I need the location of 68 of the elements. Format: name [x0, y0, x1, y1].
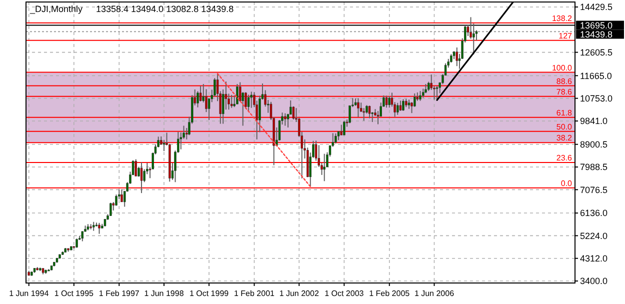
y-tick-label: 14429.5 [580, 2, 613, 12]
candlestick [120, 188, 123, 203]
annotation: 0.0 [560, 178, 573, 188]
annotation: 138.2 [552, 14, 573, 23]
annotation: 78.6 [556, 87, 573, 96]
y-tick-label: 8900.5 [580, 140, 608, 150]
candlestick [334, 132, 337, 144]
annotation: 100.0 [552, 63, 573, 72]
candlestick [419, 90, 422, 102]
x-tick-label: 1 Oct 2003 [324, 289, 364, 298]
candlestick [284, 112, 286, 126]
x-tick-label: 1 Feb 1997 [98, 289, 140, 298]
chart-title: _DJI,Monthly [29, 4, 84, 14]
candlestick [134, 158, 137, 177]
candlestick [199, 85, 202, 102]
x-tick-label: 1 Jun 1994 [9, 289, 50, 298]
y-tick-label: 7988.5 [580, 162, 608, 172]
x-tick-label: 1 Oct 1995 [54, 289, 94, 298]
chart-subtitle: 13358.4 13494.0 13082.8 13439.8 [96, 4, 234, 14]
x-tick-label: 1 Feb 2001 [234, 289, 276, 298]
ref-line-label: 13695.0 [580, 20, 613, 30]
annotation: 50.0 [556, 122, 573, 132]
y-tick-label: 7076.5 [580, 184, 608, 195]
annotation: 38.2 [556, 134, 573, 143]
annotation: 127 [558, 31, 573, 40]
candlestick [388, 95, 390, 108]
candlestick [340, 124, 342, 136]
candlestick [236, 83, 238, 105]
y-tick-label: 9841.0 [580, 116, 608, 126]
candlestick [250, 91, 253, 108]
candlestick [323, 153, 326, 182]
candlestick [81, 230, 84, 242]
candlestick [436, 85, 438, 101]
annotation: 23.6 [556, 153, 573, 162]
x-tick-label: 1 Oct 1999 [189, 289, 230, 298]
candlestick [110, 202, 112, 216]
y-tick-label: 11665.0 [580, 70, 612, 81]
candlestick [247, 94, 250, 112]
candlestick [224, 81, 228, 110]
y-tick-label: 6136.0 [580, 208, 608, 218]
annotation: 88.6 [556, 76, 573, 86]
y-tick-label: 5224.0 [580, 230, 608, 241]
candlestick [385, 95, 388, 108]
candlestick [98, 222, 100, 234]
candlestick [140, 162, 143, 194]
candlestick [396, 102, 399, 116]
y-tick-label: 10753.0 [580, 93, 613, 104]
candlestick [289, 100, 292, 116]
candlestick [424, 83, 427, 94]
candlestick [368, 105, 371, 119]
y-tick-label: 4312.0 [580, 254, 608, 264]
candlestick [408, 99, 410, 110]
x-tick-label: 1 Jun 1998 [144, 289, 184, 298]
y-tick-label: 12605.5 [580, 47, 613, 58]
candlestick [399, 100, 402, 112]
candlestick [162, 139, 166, 152]
candlestick [357, 98, 360, 118]
x-tick-label: 1 Jun 2006 [414, 289, 455, 298]
x-tick-label: 1 Jun 2002 [279, 289, 320, 298]
x-tick-label: 1 Feb 2005 [369, 289, 410, 298]
candlestick [343, 120, 346, 136]
candlestick [456, 46, 458, 67]
ref-line-label: 13439.8 [580, 29, 613, 40]
candlestick [402, 98, 404, 112]
candlestick [230, 94, 233, 108]
annotation: 61.8 [556, 108, 573, 118]
candlestick [292, 106, 295, 120]
y-tick-label: 3400.0 [580, 276, 608, 286]
